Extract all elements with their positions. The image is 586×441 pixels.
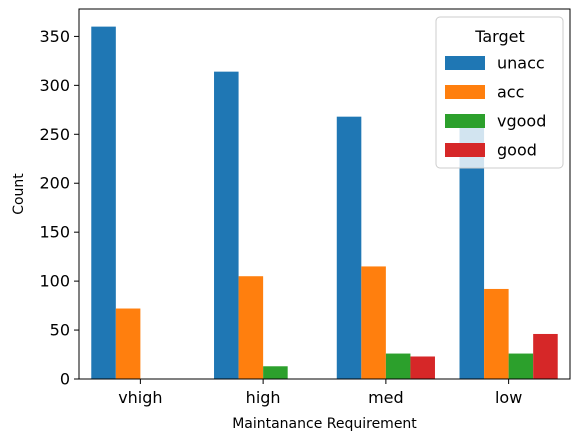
legend-swatch-good [445,143,485,157]
bar-vgood-high [263,366,288,379]
x-axis-ticks: vhigh high med low [118,379,522,407]
x-tick-label: low [495,388,522,407]
legend-label-vgood: vgood [497,112,546,131]
y-tick-label: 350 [39,27,70,46]
bar-acc-low [484,288,509,379]
bar-unacc-med [336,116,362,380]
legend-title: Target [474,27,525,46]
y-tick-label: 300 [39,76,70,95]
y-tick-label: 200 [39,174,70,193]
legend: Target unacc acc vgood good [435,16,564,169]
y-tick-label: 100 [39,272,70,291]
x-tick-label: high [246,388,281,407]
y-axis-ticks: 0 50 100 150 200 250 300 350 [39,27,79,389]
x-tick-label: med [368,388,404,407]
bar-unacc-high [214,71,239,380]
y-axis-label: Count [11,173,27,215]
legend-swatch-acc [445,85,485,99]
legend-swatch-vgood [445,114,485,128]
legend-swatch-unacc [445,56,485,70]
bar-unacc-vhigh [91,26,116,380]
bar-good-low [533,333,558,379]
bar-vgood-med [385,353,411,379]
y-tick-label: 150 [39,223,70,242]
y-tick-label: 250 [39,125,70,144]
x-tick-label: vhigh [118,388,162,407]
x-axis-label: Maintanance Requirement [232,416,417,432]
legend-label-acc: acc [497,83,524,102]
bar-good-med [410,356,435,379]
legend-frame [435,16,564,169]
bar-acc-high [238,276,264,379]
y-tick-label: 0 [60,370,70,389]
y-tick-label: 50 [50,321,70,340]
legend-label-good: good [497,141,537,160]
bar-acc-med [361,266,386,379]
plot-frame [78,8,571,380]
bar-vgood-low [508,353,534,379]
legend-label-unacc: unacc [497,54,545,73]
bar-acc-vhigh [115,308,141,379]
